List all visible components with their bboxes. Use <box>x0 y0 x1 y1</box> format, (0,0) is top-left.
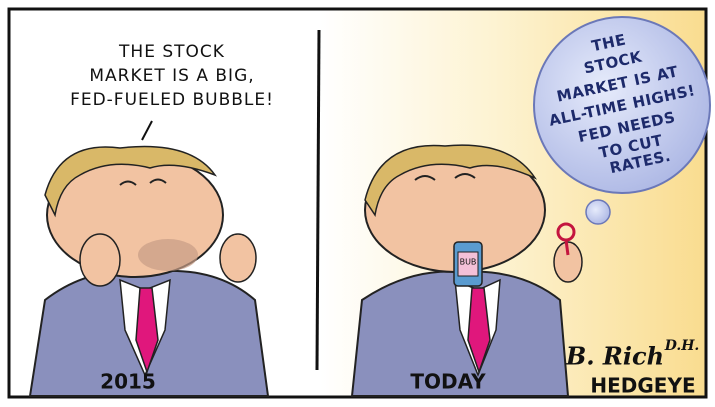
panel-caption: TODAY <box>410 370 486 394</box>
panel-caption: 2015 <box>100 370 156 394</box>
cartoon: THE STOCK MARKET IS A BIG, FED-FUELED BU… <box>0 0 715 407</box>
brand: HEDGEYE <box>590 374 695 398</box>
wand <box>566 240 568 255</box>
speech-line: MARKET IS A BIG, <box>89 66 254 86</box>
small-bubble <box>586 200 610 224</box>
speech-line: FED-FUELED BUBBLE! <box>70 90 274 110</box>
bottle-text: BUB <box>460 258 477 267</box>
speech-line: THE STOCK <box>118 42 225 62</box>
stubble <box>138 239 198 271</box>
page: {"panels": [ {"speech": ["THE STOCK", "M… <box>0 0 715 407</box>
panel-divider <box>317 30 319 370</box>
hand <box>80 234 120 286</box>
hand <box>220 234 256 282</box>
artist-signature: B. Rich <box>565 342 664 371</box>
initials: D.H. <box>664 338 700 354</box>
